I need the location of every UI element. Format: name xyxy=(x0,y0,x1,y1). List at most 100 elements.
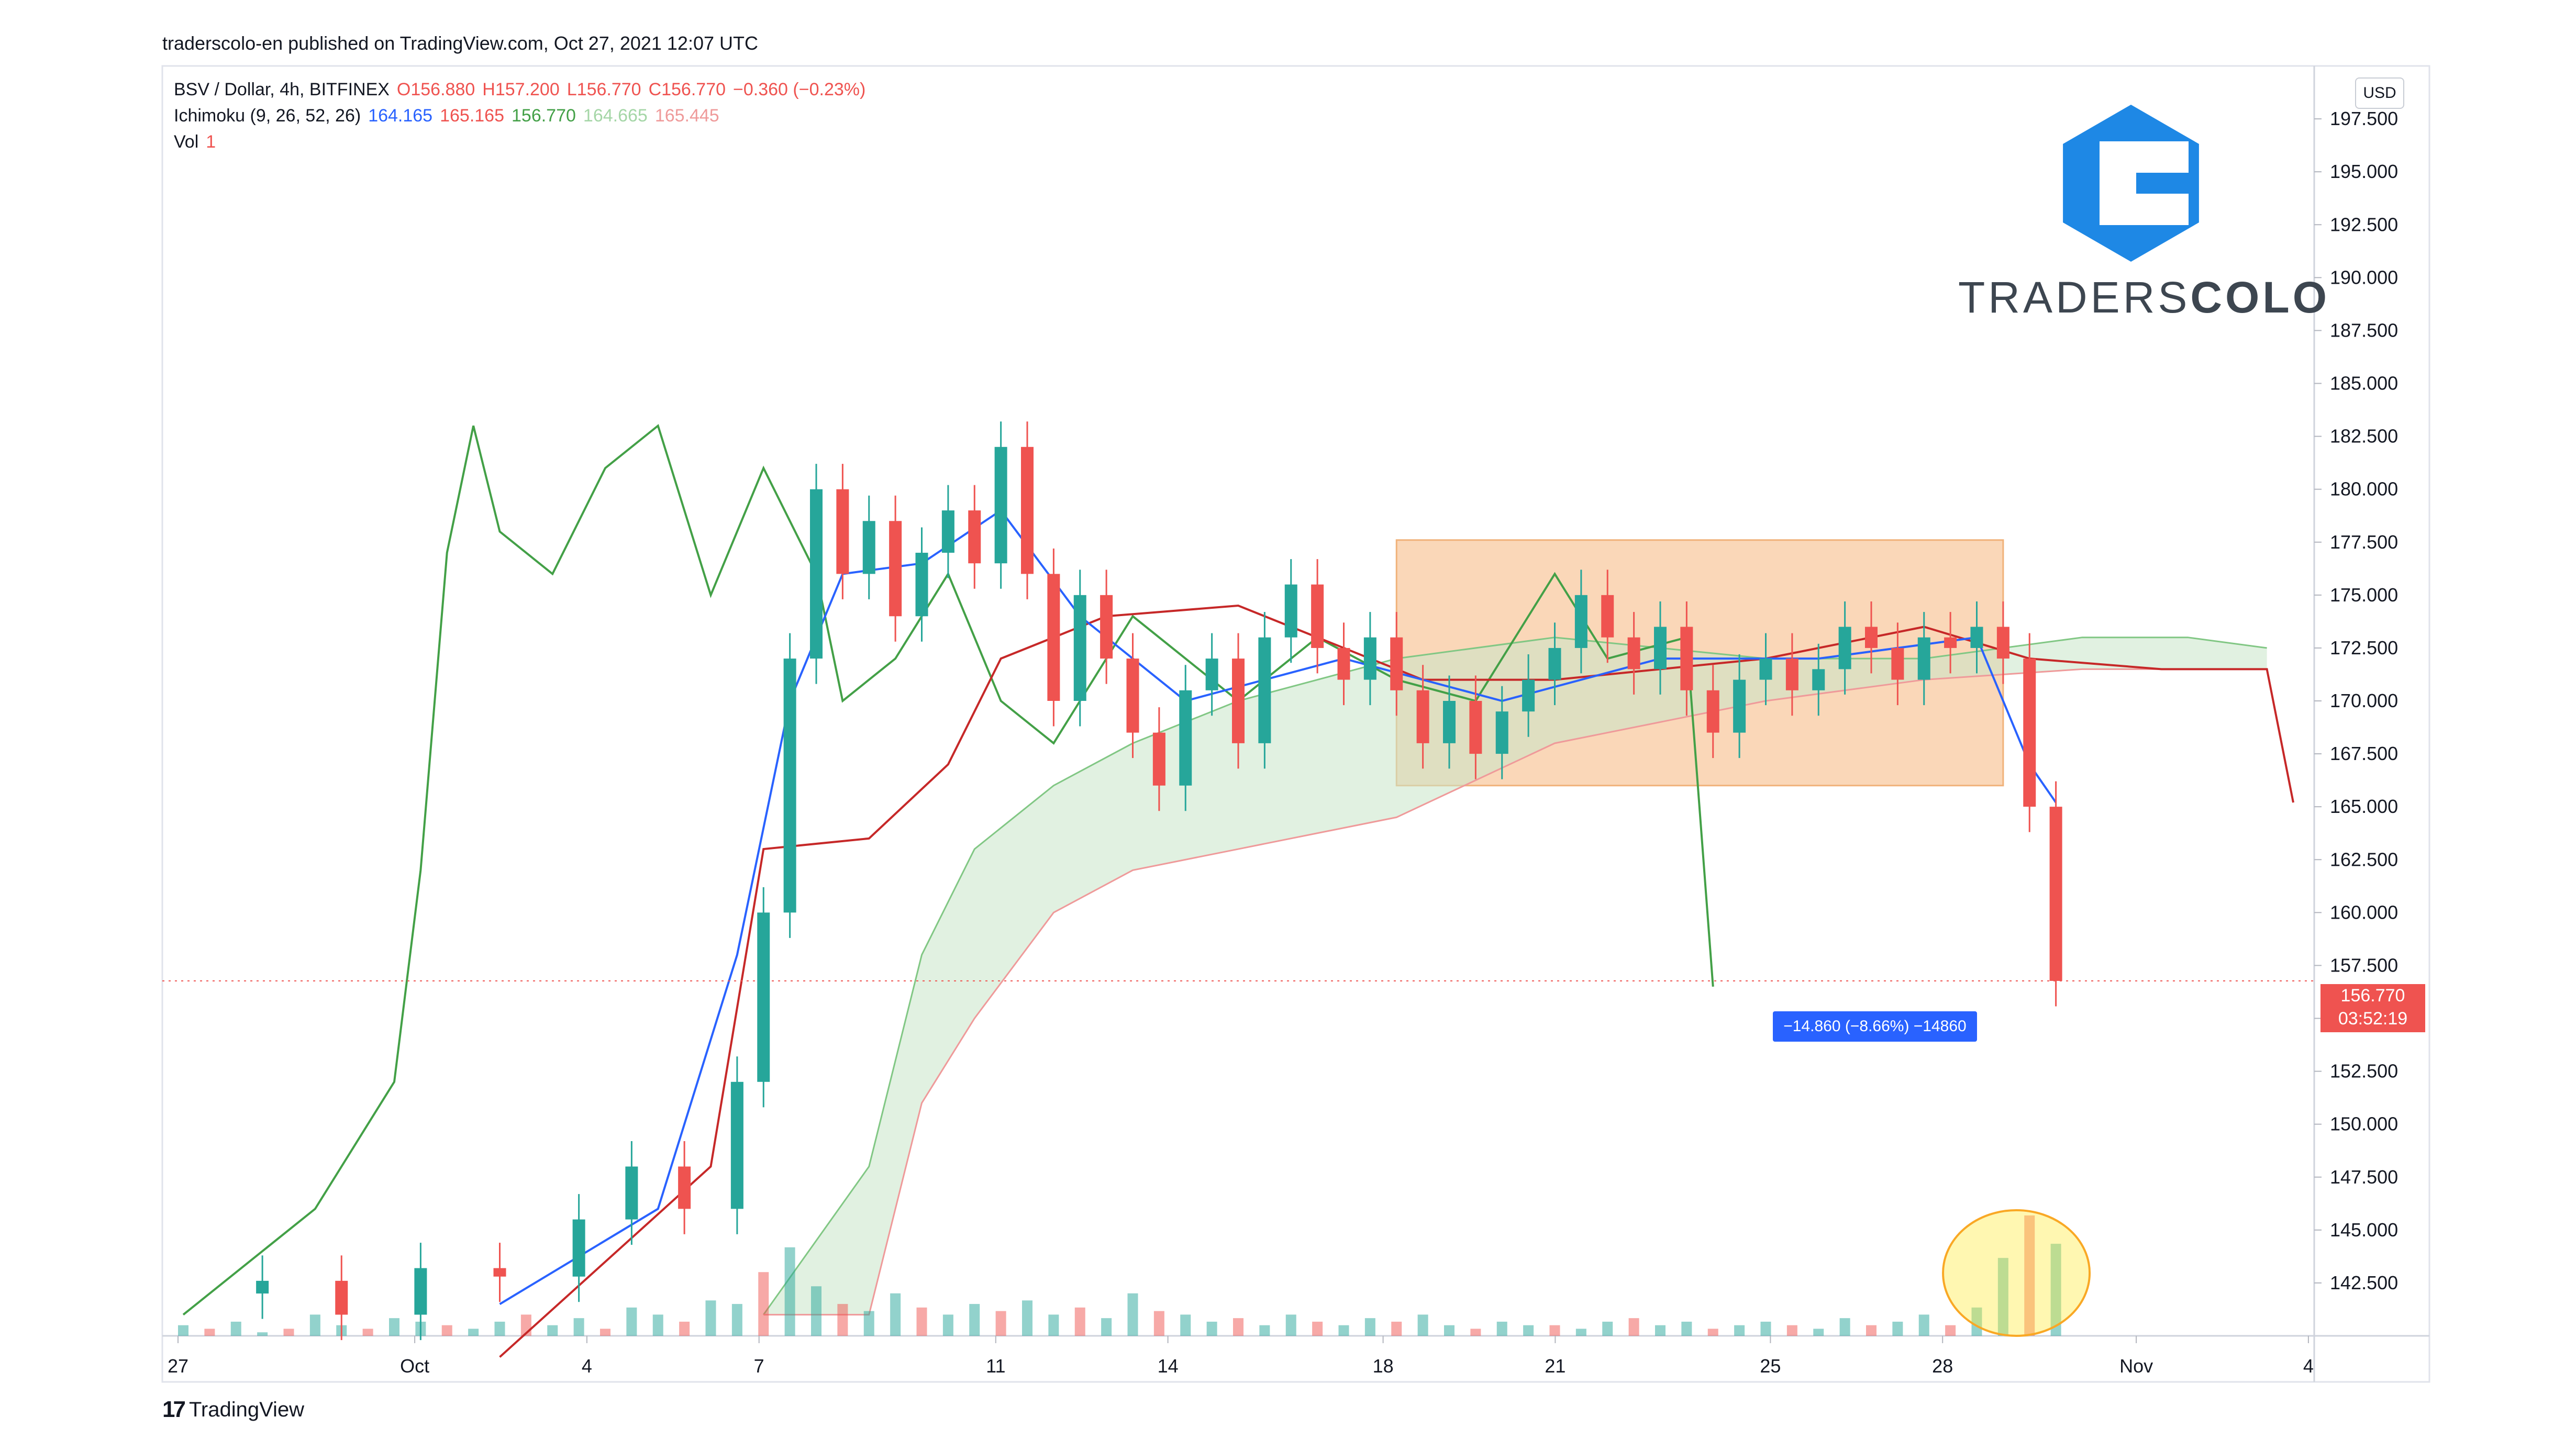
volume-bar xyxy=(1919,1314,1929,1336)
volume-bar xyxy=(1629,1318,1639,1336)
candle-body xyxy=(1733,680,1746,733)
last-price-tag: 156.770 03:52:19 xyxy=(2320,984,2425,1032)
measure-tooltip: −14.860 (−8.66%) −14860 xyxy=(1773,1011,1977,1042)
logo-wordmark: TRADERSCOLO xyxy=(1958,272,2330,323)
candle-body xyxy=(1786,658,1798,690)
volume-bar xyxy=(811,1286,821,1336)
y-tick-label: 165.000 xyxy=(2330,796,2398,817)
volume-bar xyxy=(363,1329,373,1336)
volume-bar xyxy=(1207,1322,1217,1336)
ichimoku-v3: 156.770 xyxy=(512,106,576,126)
candle-body xyxy=(1443,701,1456,743)
candle-body xyxy=(810,489,823,658)
volume-bar xyxy=(969,1304,980,1336)
traderscolo-logo-icon xyxy=(2063,105,2199,262)
x-tick-label: 4 xyxy=(582,1355,592,1377)
x-tick-label: 14 xyxy=(1158,1355,1179,1377)
candle-body xyxy=(414,1268,427,1315)
y-tick-label: 170.000 xyxy=(2330,690,2398,711)
volume-bar xyxy=(1101,1318,1112,1336)
ichimoku-v1: 164.165 xyxy=(368,106,432,126)
volume-highlight-ellipse xyxy=(1943,1210,2090,1336)
volume-bar xyxy=(1075,1308,1085,1336)
volume-bar xyxy=(1681,1322,1692,1336)
volume-bar xyxy=(785,1247,795,1336)
x-tick-label: Oct xyxy=(400,1355,429,1377)
volume-bar xyxy=(1576,1329,1586,1336)
ohlc-high: H157.200 xyxy=(482,80,559,99)
y-tick-label: 190.000 xyxy=(2330,266,2398,288)
candle-body xyxy=(1601,595,1614,638)
volume-bar xyxy=(178,1325,188,1336)
y-tick-label: 142.500 xyxy=(2330,1272,2398,1293)
candle-body xyxy=(1206,658,1218,690)
volume-bar xyxy=(917,1308,927,1336)
candle-body xyxy=(1285,585,1297,638)
ohlc-open: O156.880 xyxy=(397,80,475,99)
volume-bar xyxy=(1708,1329,1718,1336)
chart-legend: BSV / Dollar, 4h, BITFINEX O156.880 H157.2… xyxy=(174,76,873,155)
volume-bar xyxy=(1734,1325,1745,1336)
y-tick-label: 160.000 xyxy=(2330,901,2398,923)
tradingview-brand[interactable]: 17 TradingView xyxy=(162,1397,304,1423)
candle-body xyxy=(731,1082,743,1209)
x-tick-label: 27 xyxy=(168,1355,188,1377)
y-tick-label: 197.500 xyxy=(2330,108,2398,129)
vol-value: 1 xyxy=(206,132,216,152)
candle-body xyxy=(494,1268,506,1277)
y-tick-label: 192.500 xyxy=(2330,214,2398,235)
candle-body xyxy=(2023,658,2036,807)
volume-bar xyxy=(1840,1318,1850,1336)
volume-bar xyxy=(679,1322,690,1336)
candle-body xyxy=(1417,690,1429,743)
volume-bar xyxy=(495,1322,505,1336)
y-tick-label: 152.500 xyxy=(2330,1061,2398,1082)
candle-body xyxy=(1258,638,1271,743)
volume-bar xyxy=(1180,1314,1191,1336)
candle-body xyxy=(1760,658,1772,679)
candle-body xyxy=(889,521,902,616)
volume-bar xyxy=(468,1329,479,1336)
volume-bar xyxy=(1154,1311,1164,1336)
volume-bar xyxy=(1866,1325,1877,1336)
volume-bar xyxy=(547,1325,558,1336)
x-tick-label: 4 xyxy=(2303,1355,2314,1377)
volume-bar xyxy=(389,1318,399,1336)
y-tick-label: 180.000 xyxy=(2330,478,2398,500)
volume-bar xyxy=(837,1304,848,1336)
candle-body xyxy=(256,1281,269,1293)
candle-body xyxy=(757,912,770,1081)
candle-body xyxy=(1311,585,1324,648)
candle-body xyxy=(995,447,1007,563)
symbol-label: BSV / Dollar, 4h, BITFINEX xyxy=(174,80,390,99)
bar-countdown: 03:52:19 xyxy=(2320,1007,2425,1030)
legend-row-vol: Vol 1 xyxy=(174,129,873,155)
x-tick-label: 11 xyxy=(986,1355,1005,1377)
volume-bar xyxy=(1523,1325,1534,1336)
ichimoku-v2: 165.165 xyxy=(440,106,504,126)
candle-body xyxy=(1654,627,1667,669)
candle-body xyxy=(1891,648,1904,680)
y-tick-label: 185.000 xyxy=(2330,373,2398,394)
candle-body xyxy=(784,658,796,912)
candle-body xyxy=(1918,638,1930,680)
y-tick-label: 177.500 xyxy=(2330,531,2398,553)
candle-body xyxy=(1127,658,1139,733)
candle-body xyxy=(1364,638,1376,680)
candle-body xyxy=(1680,627,1693,690)
candle-body xyxy=(1944,638,1957,648)
candle-body xyxy=(573,1220,585,1277)
candle-body xyxy=(1021,447,1034,574)
currency-button[interactable]: USD xyxy=(2355,77,2404,109)
x-tick-label: 18 xyxy=(1373,1355,1394,1377)
volume-bar xyxy=(442,1325,452,1336)
candle-body xyxy=(1390,638,1403,690)
x-tick-label: Nov xyxy=(2119,1355,2153,1377)
volume-bar xyxy=(1048,1314,1059,1336)
candle-body xyxy=(1839,627,1851,669)
volume-bar xyxy=(890,1293,901,1336)
x-tick-label: 7 xyxy=(754,1355,764,1377)
volume-bar xyxy=(1312,1322,1323,1336)
candle-body xyxy=(1338,648,1350,680)
